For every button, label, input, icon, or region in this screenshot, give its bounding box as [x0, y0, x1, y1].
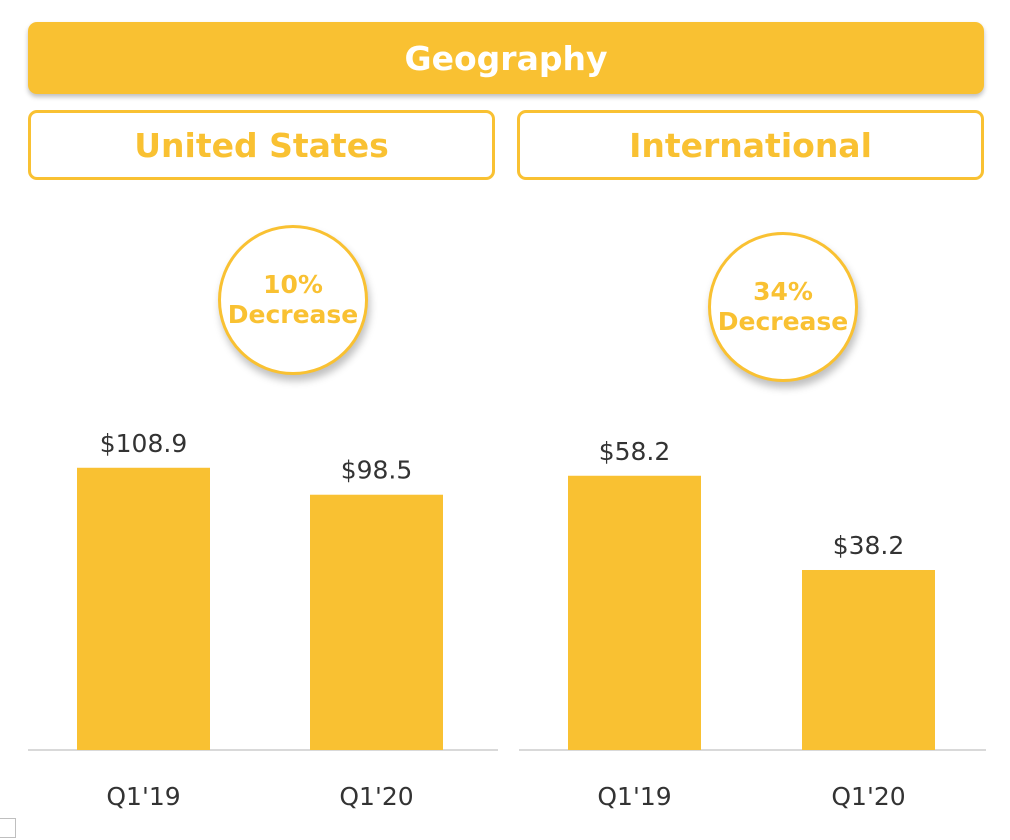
change-badge-us: 10% Decrease: [218, 225, 368, 375]
change-badge-international-text: Decrease: [717, 307, 849, 336]
banner-title: Geography: [404, 38, 608, 78]
region-header-us-label: United States: [134, 125, 389, 165]
category-label-international-q119: Q1'19: [597, 782, 671, 811]
corner-fragment: [0, 818, 16, 838]
category-label-international-q120: Q1'20: [831, 782, 905, 811]
category-label-us-q120: Q1'20: [339, 782, 413, 811]
value-label-us-q120: $98.5: [341, 456, 413, 485]
bar-international-q119: [568, 475, 701, 750]
value-label-international-q119: $58.2: [599, 437, 671, 466]
bar-international-q120: [802, 569, 935, 750]
change-badge-us-value: 10%: [263, 270, 323, 299]
region-header-us: United States: [28, 110, 495, 180]
region-header-international: International: [517, 110, 984, 180]
value-label-us-q119: $108.9: [100, 429, 187, 458]
region-header-international-label: International: [629, 125, 872, 165]
change-badge-international: 34% Decrease: [708, 232, 858, 382]
change-badge-international-value: 34%: [753, 277, 813, 306]
change-badge-us-text: Decrease: [227, 300, 359, 329]
geography-banner: Geography: [28, 22, 984, 94]
category-label-us-q119: Q1'19: [106, 782, 180, 811]
bar-us-q120: [310, 494, 443, 750]
bar-us-q119: [77, 467, 210, 750]
value-label-international-q120: $38.2: [833, 531, 905, 560]
